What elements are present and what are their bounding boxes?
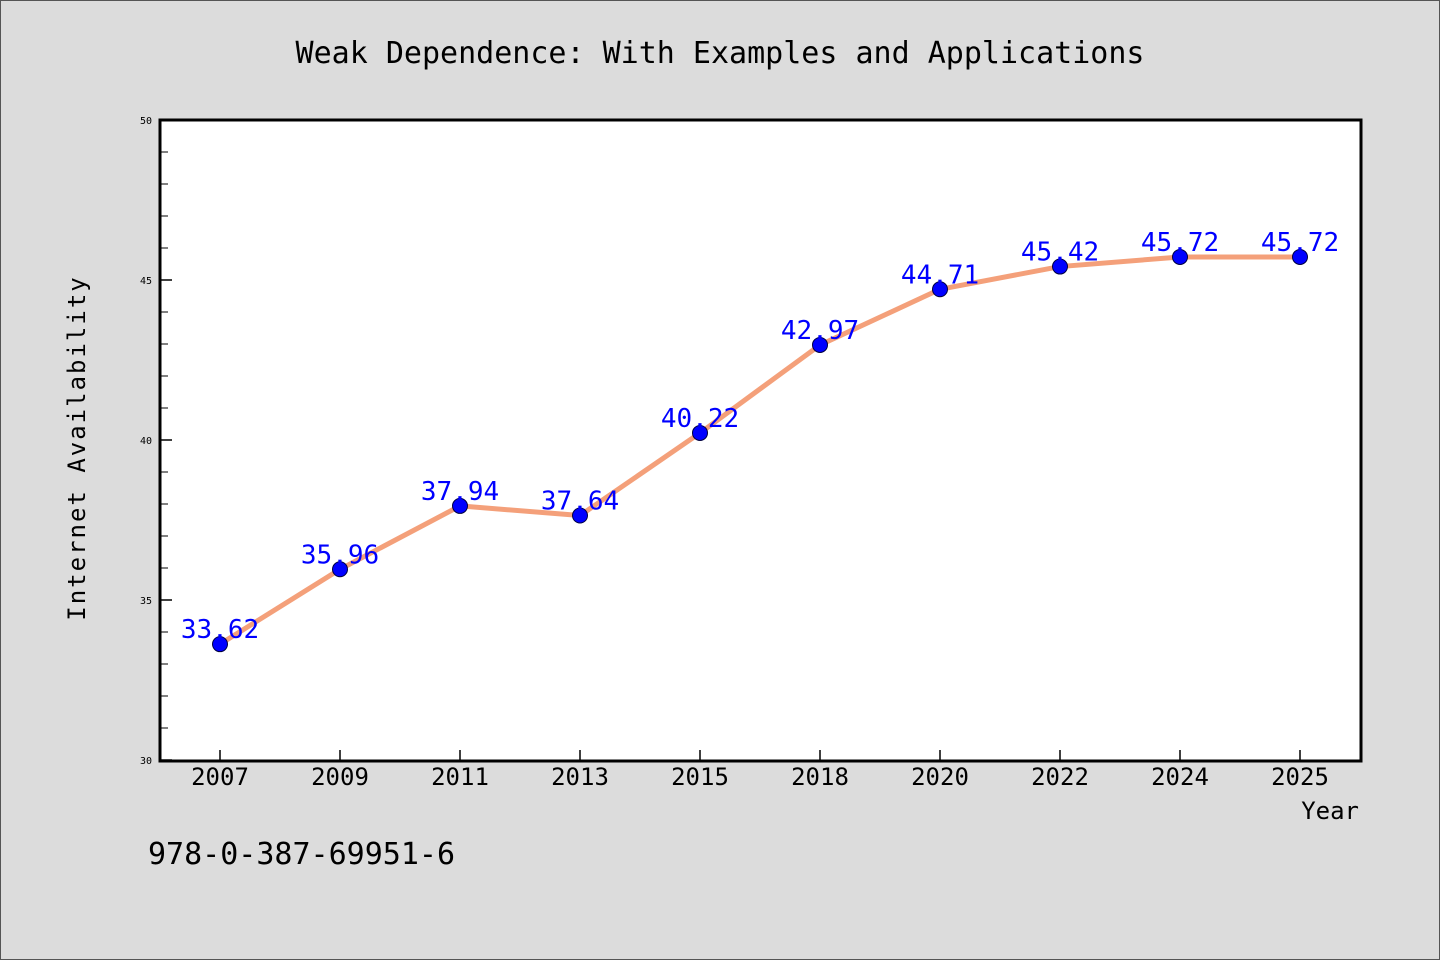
data-point [572,507,588,524]
footer-isbn: 978-0-387-69951-6 [148,837,455,872]
x-tick-label: 2022 [1031,763,1089,791]
data-label: 37.94 [421,477,499,507]
data-point [1172,248,1188,265]
y-tick-label: 45 [140,276,152,287]
data-point [452,497,468,514]
y-axis-label: Internet Availability [63,275,91,620]
x-tick-label: 2025 [1271,763,1329,791]
data-point [932,281,948,298]
data-label: 45.72 [1261,228,1339,258]
data-point [212,636,228,653]
x-tick-label: 2007 [191,763,249,791]
x-tick-label: 2015 [671,763,729,791]
data-point [1292,248,1308,265]
data-point [692,424,708,441]
data-label: 44.71 [901,260,979,290]
data-point [332,561,348,578]
x-tick-label: 2009 [311,763,369,791]
series-line [217,254,1303,647]
data-label: 37.64 [541,487,619,517]
y-tick-label: 35 [140,596,152,607]
data-label: 45.72 [1141,228,1219,258]
y-tick-label: 30 [140,756,152,767]
data-label: 40.22 [661,404,739,434]
data-label: 42.97 [781,316,859,346]
plot-area [158,118,1363,763]
data-point [1052,258,1068,275]
x-tick-label: 2024 [1151,763,1209,791]
series-markers [212,248,1308,653]
x-tick-label: 2018 [791,763,849,791]
x-axis-ticks: 2007 2009 2011 2013 2015 2018 2020 2022 2024 2025 [191,750,1329,791]
y-axis-ticks: 30 35 40 45 50 [140,116,172,767]
y-tick-label: 50 [140,116,152,127]
x-tick-label: 2011 [431,763,489,791]
x-axis-label: Year [1301,797,1359,825]
data-label: 33.62 [181,615,259,645]
x-tick-label: 2013 [551,763,609,791]
data-point [812,336,828,353]
data-label: 45.42 [1021,238,1099,268]
data-label: 35.96 [301,540,379,570]
x-tick-label: 2020 [911,763,969,791]
data-labels: 33.62 35.96 37.94 37.64 40.22 42.97 44.71 45.42… [181,228,1339,645]
chart-title: Weak Dependence: With Examples and Appli… [296,36,1145,71]
y-tick-label: 40 [140,436,152,447]
